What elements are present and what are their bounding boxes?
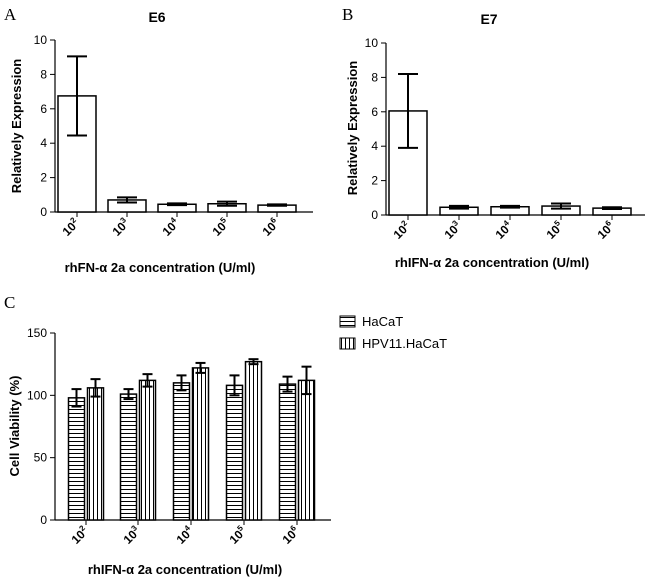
panel-c-bar (138, 379, 157, 521)
panel-b-xtick-label: 106 (594, 218, 618, 242)
panel-a-ytick-label: 10 (34, 33, 48, 47)
panel-a-letter: A (4, 5, 17, 24)
legend-swatch-hpv11-hacat (339, 337, 356, 350)
panel-a-ytick-label: 8 (40, 67, 47, 81)
panel-c-chart: C Cell Viability (%) rhIFN-α 2a concentr… (4, 293, 447, 577)
panel-b-ytick-label: 4 (371, 139, 378, 153)
panel-a-bars (57, 55, 297, 213)
panel-c-xtick-label: 102 (68, 523, 92, 547)
panel-b-ytick-label: 10 (365, 36, 379, 50)
panel-c-bar (297, 379, 316, 521)
panel-a-chart: A E6 Relatively Expression rhFN-α 2a con… (4, 5, 313, 275)
panel-c-bar (119, 393, 138, 521)
panel-c-bar (86, 387, 105, 521)
panel-c-bar (225, 384, 244, 521)
panel-b-ylabel: Relatively Expression (345, 61, 360, 195)
panel-c-ytick-label: 100 (27, 388, 47, 402)
panel-c-xtick-label: 106 (279, 523, 303, 547)
panel-c-ytick-label: 50 (34, 451, 48, 465)
panel-b-ytick-label: 0 (371, 208, 378, 222)
panel-c-xtick-label: 104 (173, 523, 197, 547)
panel-a-ytick-label: 6 (40, 102, 47, 116)
panel-c-xticks: 102 103 104 105 106 (68, 523, 303, 547)
panel-a-xlabel: rhFN-α 2a concentration (U/ml) (65, 260, 256, 275)
legend-label-hpv11-hacat: HPV11.HaCaT (362, 336, 447, 351)
panel-a-ytick-label: 2 (40, 171, 47, 185)
panel-a-xtick-label: 106 (259, 215, 283, 239)
panel-b-xtick-label: 105 (543, 218, 567, 242)
panel-c-ytick-label: 150 (27, 326, 47, 340)
panel-b-xlabel: rhIFN-α 2a concentration (U/ml) (395, 255, 589, 270)
panel-b-xticks: 102 103 104 105 106 (390, 218, 618, 242)
panel-b-letter: B (342, 5, 353, 24)
panel-c-xtick-label: 105 (226, 523, 250, 547)
panel-c-letter: C (4, 293, 15, 312)
panel-c-ytick-label: 0 (40, 513, 47, 527)
panel-b-xtick-label: 102 (390, 218, 414, 242)
panel-c-bar (244, 360, 263, 521)
panel-b-ytick-label: 2 (371, 174, 378, 188)
panel-c-xlabel: rhIFN-α 2a concentration (U/ml) (88, 562, 282, 577)
legend-swatch-hacat (339, 315, 356, 328)
panel-b-xtick-label: 104 (492, 218, 516, 242)
panel-c-xtick-label: 103 (120, 523, 144, 547)
panel-c-bar (172, 382, 191, 521)
panel-a-xticks: 102 103 104 105 106 (59, 215, 283, 239)
panel-b-ytick-label: 8 (371, 70, 378, 84)
panel-b-bars (388, 72, 632, 216)
panel-a-xtick-label: 104 (159, 215, 183, 239)
panel-a-xtick-label: 105 (209, 215, 233, 239)
panel-b-chart: B E7 Relatively Expression rhIFN-α 2a co… (342, 5, 645, 270)
panel-a-xtick-label: 102 (59, 215, 83, 239)
panel-a-ylabel: Relatively Expression (9, 59, 24, 193)
panel-b-ytick-label: 6 (371, 105, 378, 119)
panel-a-xtick-label: 103 (109, 215, 133, 239)
panel-c-bar (191, 367, 210, 521)
panel-a-ytick-label: 0 (40, 205, 47, 219)
panel-c-bar (278, 383, 297, 521)
panel-c-ylabel: Cell Viability (%) (7, 376, 22, 477)
legend-label-hacat: HaCaT (362, 314, 403, 329)
panel-b-title: E7 (480, 11, 497, 27)
panel-a-title: E6 (148, 9, 165, 25)
panel-c-legend: HaCaT HPV11.HaCaT (339, 314, 447, 351)
panel-b-xtick-label: 103 (441, 218, 465, 242)
panel-c-bar (67, 397, 86, 521)
panel-a-ytick-label: 4 (40, 136, 47, 150)
panel-c-bars (67, 358, 316, 521)
